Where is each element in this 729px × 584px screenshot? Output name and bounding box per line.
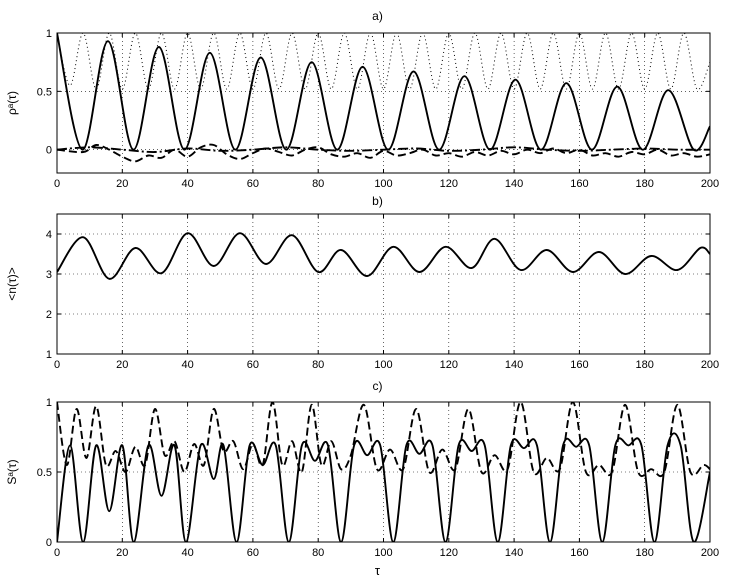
panel-a: 0 20 40 60 80 100 120 140 160 180 200 0 0.5 1 a) ρᵃ(τ) (5, 9, 719, 190)
x-tick-label: 120 (440, 547, 458, 559)
x-tick-label: 20 (116, 547, 128, 559)
x-tick-label: 100 (374, 547, 392, 559)
x-tick-label: 180 (636, 359, 654, 371)
y-tick-label: 4 (46, 229, 52, 241)
y-tick-label: 1 (46, 28, 52, 40)
series-line-dashed (57, 143, 710, 163)
x-tick-label: 200 (701, 178, 719, 190)
x-tick-label: 100 (374, 359, 392, 371)
x-tick-label: 40 (181, 178, 193, 190)
y-tick-label: 1 (46, 397, 52, 409)
x-tick-label: 140 (505, 359, 523, 371)
panel-title: b) (372, 194, 383, 208)
x-tick-label: 60 (247, 359, 259, 371)
y-tick-label: 0.5 (37, 86, 52, 98)
series-line-solid (57, 432, 710, 542)
x-axis-label: τ (375, 563, 381, 578)
x-tick-label: 120 (440, 178, 458, 190)
x-tick-label: 20 (116, 359, 128, 371)
panel-title: a) (372, 9, 383, 23)
x-tick-label: 60 (247, 178, 259, 190)
y-tick-label: 0.5 (37, 467, 52, 479)
x-tick-label: 80 (312, 178, 324, 190)
y-axis-label: Sᵃ(τ) (5, 459, 19, 484)
x-tick-label: 0 (54, 178, 60, 190)
series-line-dashed (57, 402, 710, 478)
x-tick-label: 0 (54, 547, 60, 559)
x-tick-label: 60 (247, 547, 259, 559)
y-axis-label: <n(τ)> (5, 267, 19, 300)
y-tick-label: 3 (46, 269, 52, 281)
x-tick-label: 120 (440, 359, 458, 371)
x-tick-label: 180 (636, 178, 654, 190)
series-line-dashdot (57, 146, 710, 153)
x-tick-label: 80 (312, 547, 324, 559)
x-tick-label: 80 (312, 359, 324, 371)
x-tick-label: 160 (570, 547, 588, 559)
x-tick-label: 40 (181, 547, 193, 559)
x-tick-label: 140 (505, 547, 523, 559)
panel-c: 0 20 40 60 80 100 120 140 160 180 200 0 0.5 1 c) Sᵃ(τ) τ (5, 379, 719, 578)
y-tick-label: 1 (46, 349, 52, 361)
y-tick-label: 0 (46, 145, 52, 157)
x-tick-label: 20 (116, 178, 128, 190)
panel-title: c) (373, 379, 383, 393)
panel-b: 0 20 40 60 80 100 120 140 160 180 200 1 2 3 4 b) <n(τ)> (5, 194, 719, 371)
x-tick-label: 40 (181, 359, 193, 371)
x-tick-label: 160 (570, 359, 588, 371)
x-tick-label: 0 (54, 359, 60, 371)
x-tick-label: 180 (636, 547, 654, 559)
y-tick-label: 2 (46, 309, 52, 321)
y-axis-label: ρᵃ(τ) (5, 91, 19, 115)
x-tick-label: 160 (570, 178, 588, 190)
x-tick-label: 100 (374, 178, 392, 190)
x-tick-label: 200 (701, 547, 719, 559)
series-line-solid (57, 232, 710, 280)
x-tick-label: 140 (505, 178, 523, 190)
y-tick-label: 0 (46, 537, 52, 549)
x-tick-label: 200 (701, 359, 719, 371)
